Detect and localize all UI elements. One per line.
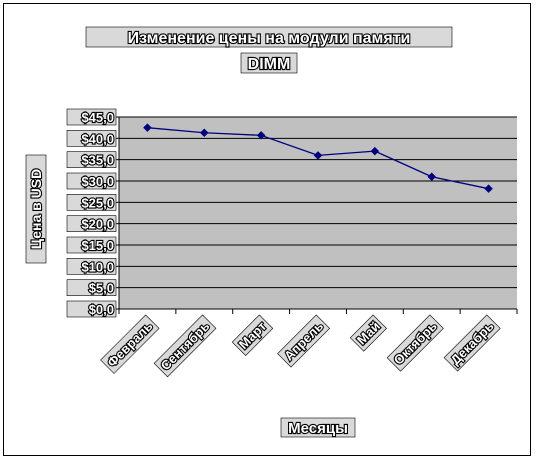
data-point bbox=[313, 151, 323, 160]
data-point bbox=[256, 130, 266, 140]
x-axis-label-highlight bbox=[280, 417, 356, 438]
data-point bbox=[199, 128, 209, 138]
x-tick-group: Октябрь bbox=[386, 314, 444, 372]
x-tick-highlight bbox=[277, 314, 331, 368]
y-tick-label: $0,0 bbox=[89, 302, 114, 317]
y-tick-label: $35,0 bbox=[81, 153, 114, 168]
title-highlight bbox=[85, 26, 453, 48]
x-tick-group: Март bbox=[231, 314, 274, 356]
y-tick-highlight bbox=[66, 300, 117, 318]
data-point bbox=[427, 172, 437, 182]
y-tick-label: $5,0 bbox=[89, 281, 114, 296]
x-tick-label: Сентябрь bbox=[158, 319, 213, 374]
data-point bbox=[143, 123, 152, 133]
chart-title: Изменение цены на модули памяти bbox=[128, 30, 411, 47]
x-axis-label: Месяцы bbox=[288, 420, 348, 437]
y-axis-ticks: $0,0 $5,0 $10,0 $15,0 $20,0 $25,0 $30,0 $35,0 $4… bbox=[66, 108, 119, 318]
y-tick-highlight bbox=[66, 258, 117, 275]
x-tick-label: Апрель bbox=[281, 319, 326, 364]
y-axis-label: Цена в USD bbox=[28, 169, 44, 249]
y-tick-highlight bbox=[66, 279, 117, 296]
x-tick-group: Сентябрь bbox=[153, 314, 217, 378]
y-tick-label: $25,0 bbox=[81, 195, 114, 210]
y-tick-label: $45,0 bbox=[81, 110, 114, 125]
x-tick-group: Май bbox=[349, 314, 387, 352]
x-tick-group: Февраль bbox=[100, 314, 160, 374]
x-tick-highlight bbox=[349, 314, 387, 352]
x-tick-highlight bbox=[153, 314, 217, 378]
plot-area bbox=[119, 117, 517, 309]
x-tick-highlight bbox=[231, 314, 274, 356]
y-tick-label: $15,0 bbox=[81, 238, 114, 253]
y-tick-label: $10,0 bbox=[81, 259, 114, 274]
x-tick-highlight bbox=[386, 314, 444, 372]
y-tick-label: $30,0 bbox=[81, 174, 114, 189]
data-point bbox=[370, 146, 380, 156]
y-tick-highlight bbox=[66, 236, 117, 254]
y-tick-label: $40,0 bbox=[81, 131, 114, 146]
y-tick-label: $20,0 bbox=[81, 217, 114, 232]
y-tick-highlight bbox=[66, 172, 117, 190]
y-tick-highlight bbox=[66, 194, 117, 211]
y-axis-label-highlight bbox=[25, 154, 47, 264]
x-tick-label: Декабрь bbox=[448, 319, 497, 368]
x-axis-ticks: Февраль Сентябрь Март Апрель Май Октябрь Декаб… bbox=[100, 309, 518, 378]
series-line bbox=[143, 123, 493, 194]
x-tick-label: Октябрь bbox=[391, 319, 440, 368]
chart-subtitle: DIMM bbox=[248, 56, 291, 73]
y-tick-highlight bbox=[66, 108, 117, 126]
x-tick-group: Апрель bbox=[277, 314, 331, 368]
data-point bbox=[484, 184, 493, 194]
y-tick-highlight bbox=[66, 130, 117, 147]
x-tick-label: Февраль bbox=[104, 319, 155, 370]
x-tick-highlight bbox=[443, 314, 501, 372]
y-tick-highlight bbox=[66, 215, 117, 232]
x-tick-highlight bbox=[100, 314, 160, 374]
x-tick-group: Декабрь bbox=[443, 314, 501, 372]
subtitle-highlight bbox=[240, 52, 298, 74]
y-tick-highlight bbox=[66, 151, 117, 168]
